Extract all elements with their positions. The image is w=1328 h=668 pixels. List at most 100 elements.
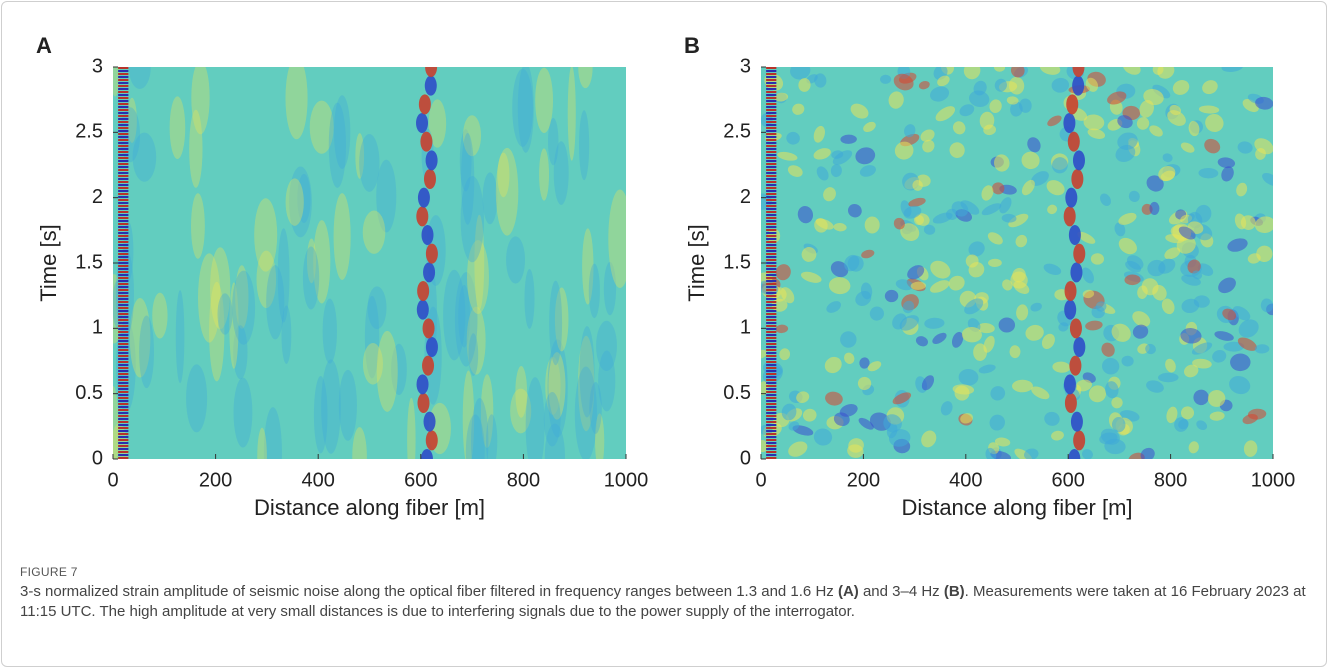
texture: [813, 125, 825, 143]
texture: [1072, 150, 1085, 171]
texture: [263, 407, 282, 459]
texture: [423, 169, 436, 189]
texture: [788, 421, 800, 431]
texture: [118, 79, 129, 81]
texture: [118, 451, 129, 453]
texture: [118, 445, 129, 447]
texture: [232, 270, 256, 345]
texture: [118, 133, 129, 135]
texture: [376, 159, 397, 233]
texture: [1230, 353, 1251, 372]
texture: [425, 337, 438, 357]
texture: [973, 80, 987, 96]
texture: [425, 430, 438, 451]
texture: [766, 223, 777, 225]
texture: [233, 377, 253, 448]
texture: [855, 147, 876, 165]
texture: [257, 427, 267, 459]
texture: [766, 67, 777, 69]
x-tick-label: 200: [847, 469, 880, 491]
texture: [1207, 390, 1226, 407]
texture: [921, 375, 935, 391]
texture: [524, 268, 535, 329]
texture: [1111, 417, 1126, 433]
texture: [858, 417, 874, 430]
texture: [118, 337, 129, 339]
texture: [118, 82, 129, 84]
texture: [1047, 115, 1062, 127]
texture: [766, 169, 777, 171]
texture: [774, 92, 789, 102]
texture: [920, 129, 935, 142]
texture: [792, 103, 805, 115]
texture: [548, 352, 566, 420]
texture: [766, 130, 777, 132]
texture: [118, 394, 129, 396]
texture: [766, 322, 777, 324]
texture: [463, 115, 482, 157]
texture: [416, 374, 429, 395]
texture: [525, 377, 545, 459]
texture: [420, 131, 433, 152]
texture: [1030, 171, 1049, 186]
texture: [766, 211, 777, 213]
texture: [417, 187, 430, 208]
texture: [1158, 258, 1176, 274]
texture: [118, 376, 129, 378]
texture: [118, 295, 129, 297]
texture: [1012, 267, 1026, 283]
texture: [900, 223, 920, 241]
texture: [1070, 411, 1083, 432]
texture: [118, 421, 129, 423]
texture: [510, 388, 532, 434]
texture: [118, 94, 129, 96]
texture: [766, 172, 777, 174]
texture: [880, 74, 892, 84]
texture: [1145, 343, 1156, 355]
y-tick-label: 3: [740, 55, 751, 77]
texture: [118, 187, 129, 189]
texture: [766, 154, 777, 156]
texture: [828, 277, 851, 295]
texture: [589, 381, 602, 434]
texture: [766, 403, 777, 405]
texture: [766, 220, 777, 222]
texture: [766, 277, 777, 279]
texture: [1188, 441, 1199, 454]
texture: [958, 369, 979, 386]
texture: [1052, 361, 1071, 373]
texture: [766, 142, 777, 144]
texture: [209, 281, 225, 382]
texture: [766, 295, 777, 297]
texture: [766, 361, 777, 363]
texture: [1021, 179, 1035, 196]
texture: [454, 272, 478, 367]
heatmap-bg: [113, 67, 626, 459]
texture: [418, 94, 431, 115]
texture: [766, 229, 777, 231]
texture: [766, 427, 777, 429]
texture: [118, 127, 129, 129]
texture: [790, 67, 811, 80]
texture: [1158, 166, 1176, 182]
texture: [1085, 320, 1103, 331]
texture: [118, 292, 129, 294]
texture: [417, 393, 430, 413]
texture: [766, 337, 777, 339]
texture: [830, 164, 842, 178]
texture: [907, 265, 925, 280]
texture: [1016, 304, 1029, 321]
texture: [118, 202, 129, 204]
texture: [118, 340, 129, 342]
texture: [1010, 67, 1025, 78]
texture: [766, 268, 777, 270]
texture: [766, 364, 777, 366]
texture: [766, 325, 777, 327]
texture: [1073, 337, 1086, 357]
texture: [113, 386, 119, 459]
texture: [1044, 411, 1060, 426]
texture: [1046, 180, 1065, 196]
caption-part: . Measurements were taken at 16 February…: [20, 583, 1306, 620]
y-tick-label: 1.5: [75, 251, 103, 273]
